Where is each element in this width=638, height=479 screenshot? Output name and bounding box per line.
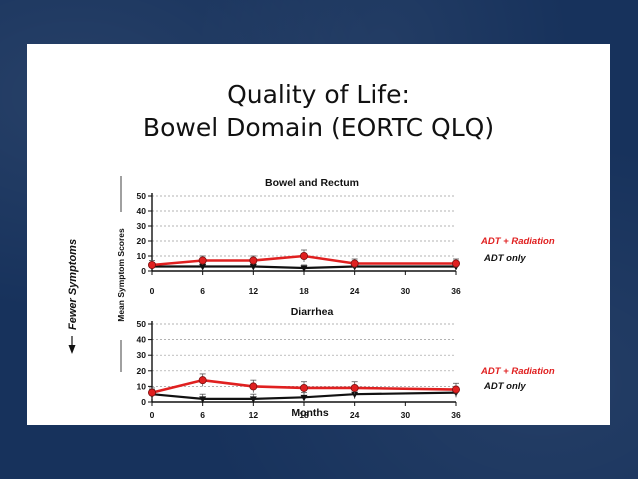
chart-title: Diarrhea [291,306,334,318]
y-tick-label: 30 [137,221,147,231]
series-line [152,265,456,270]
data-point [249,264,257,271]
data-point [199,264,207,271]
slide-panel: Quality of Life: Bowel Domain (EORTC QLQ… [27,44,610,425]
y-tick-label: 40 [137,206,147,216]
x-tick-label: 36 [451,286,461,296]
series-line [151,391,457,400]
data-point [147,260,156,269]
y-tick-label: 0 [141,397,146,407]
y-tick-label: 10 [137,381,147,391]
data-point [350,383,359,392]
arrow-down-icon [68,345,76,354]
y-tick-label: 20 [137,236,147,246]
data-point [147,388,156,397]
y-tick-label: 20 [137,366,147,376]
fewer-symptoms-indicator: Fewer Symptoms [67,239,79,354]
y-tick-label: 40 [137,335,147,345]
shared-y-axis-label: Mean Symptom Scores [116,176,126,372]
data-point [249,396,257,403]
x-tick-label: 6 [200,286,205,296]
chart-panel-1: Bowel and Rectum 0 10 20 30 40 50 0 6 12 18 24 30 36 A… [137,177,555,296]
legend-entry: ADT + Radiation [480,366,555,377]
x-tick-label: 18 [299,286,309,296]
y-tick-label: 50 [137,191,147,201]
data-point [249,256,258,265]
legend-entry: ADT only [483,381,526,392]
data-point [300,265,308,272]
data-point [199,396,207,403]
data-point [249,382,258,391]
x-tick-label: 0 [150,410,155,420]
chart-title: Bowel and Rectum [265,177,359,189]
x-tick-label: 18 [299,410,309,420]
y-axis-label: Mean Symptom Scores [116,228,126,322]
data-point [351,391,359,399]
x-tick-label: 24 [350,410,360,420]
series-adt-radiation [147,373,460,398]
series-line [151,254,456,267]
y-tick-label: 10 [137,251,147,261]
x-axis-label: Months [291,407,328,419]
data-point [198,376,207,385]
data-point [451,385,460,394]
slide-title-line-2: Bowel Domain (EORTC QLQ) [142,113,495,142]
series-line [151,378,457,394]
x-tick-label: 12 [249,286,259,296]
x-tick-label: 30 [401,286,411,296]
legend-entry: ADT + Radiation [480,236,555,247]
slide-title: Quality of Life: Bowel Domain (EORTC QLQ… [27,78,610,144]
chart-panel-2: Diarrhea 0 10 20 30 40 50 0 6 12 18 24 30 36 Months ADT… [137,306,555,420]
data-point [300,394,308,402]
x-tick-label: 30 [401,410,411,420]
x-tick-label: 24 [350,286,360,296]
data-point [299,251,308,260]
data-point [451,259,460,268]
data-point [198,256,207,265]
x-tick-label: 0 [150,286,155,296]
legend-entry: ADT only [483,253,526,264]
y-tick-label: 50 [137,319,147,329]
x-tick-label: 6 [200,410,205,420]
fewer-symptoms-label: Fewer Symptoms [67,239,79,330]
y-tick-label: 0 [141,266,146,276]
slide-title-line-1: Quality of Life: [227,80,410,109]
y-tick-label: 30 [137,350,147,360]
x-tick-label: 36 [451,410,461,420]
series-adt-radiation [147,249,460,270]
x-tick-label: 12 [249,410,259,420]
data-point [299,383,308,392]
data-point [350,259,359,268]
